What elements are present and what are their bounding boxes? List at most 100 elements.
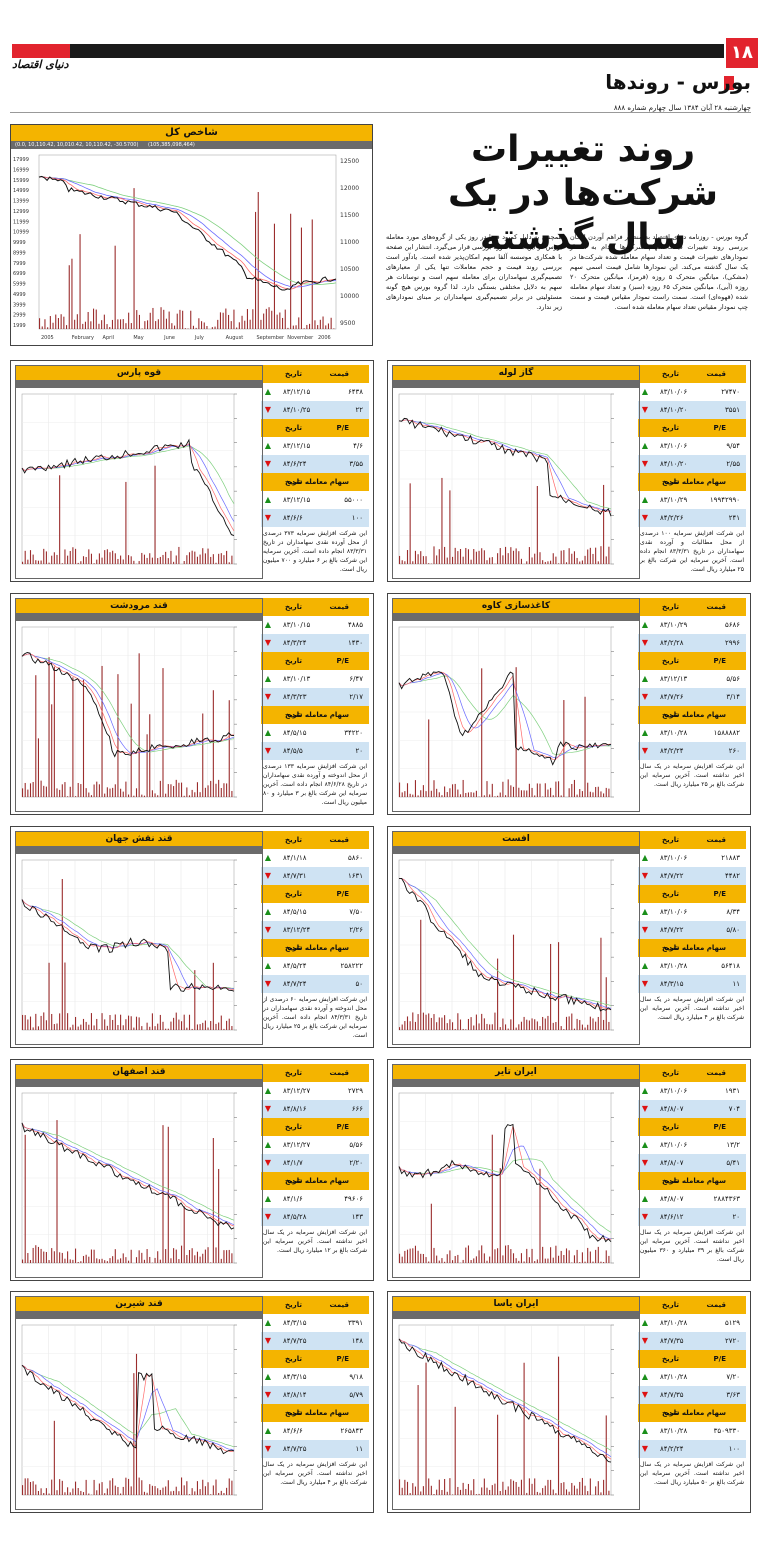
volume-bar <box>444 1015 446 1030</box>
volume-bar <box>433 546 435 564</box>
volume-bar <box>560 795 562 797</box>
volume-bar <box>68 265 70 329</box>
volume-bar <box>61 1480 63 1495</box>
volume-bar <box>422 1253 424 1263</box>
stats-date: ۸۴/۶/۶ <box>283 1427 303 1435</box>
volume-bar <box>181 1477 183 1495</box>
price-line <box>398 417 612 517</box>
chart-info-bar <box>393 846 639 854</box>
volume-bar <box>592 1261 594 1263</box>
volume-bar <box>122 1253 124 1263</box>
stats-date: ۸۴/۵/۱۵ <box>283 729 307 737</box>
month-tick-label: May <box>133 335 143 341</box>
volume-bar <box>441 1258 443 1263</box>
article-column-right: گروه بورس - روزنامه دنیای اقتصاد به منظو… <box>570 233 748 311</box>
volume-bar <box>88 792 90 797</box>
volume-bar <box>138 314 140 329</box>
stats-header-row: قیمت تاریخ <box>261 831 369 849</box>
volume-bar <box>186 1254 188 1263</box>
volume-bar <box>417 1385 419 1495</box>
stats-date: ۸۳/۱۰/۰۶ <box>660 1087 688 1095</box>
volume-bar <box>571 553 573 564</box>
volume-bar <box>576 557 578 564</box>
volume-bar <box>473 792 475 797</box>
stats-header-row: سهام معامله شده تاریخ <box>638 1404 746 1422</box>
stats-header-label: قیمت <box>706 836 726 844</box>
dateline: چهارشنبه ۲۸ آبان ۱۳۸۴ سال چهارم شماره ۸۸… <box>613 104 751 112</box>
volume-bar <box>104 550 106 564</box>
volume-bar <box>75 1248 77 1263</box>
volume-bar <box>138 1017 140 1030</box>
volume-bar <box>518 551 520 564</box>
stats-header-label: قیمت <box>706 1069 726 1077</box>
volume-bar <box>499 548 501 564</box>
stats-table: قیمت تاریخ ▲ ۶۴۳۸ ۸۳/۱۲/۱۵ ▼ ۲۲ ۸۴/۱۰/۲۵ P/E تاری… <box>261 365 369 576</box>
volume-bar <box>547 1258 549 1263</box>
volume-bar <box>518 787 520 797</box>
stats-value: ۱۴۸ <box>351 1337 363 1345</box>
volume-bar <box>547 1479 549 1495</box>
main-index-chart: 12500 12000 11500 11000 10500 10000 9500 17999 1… <box>13 154 359 341</box>
volume-bar <box>106 1025 108 1030</box>
volume-bar <box>53 552 55 564</box>
stats-value: ۵/۷۹ <box>349 1391 363 1399</box>
stats-header-row: سهام معامله شده تاریخ <box>261 1404 369 1422</box>
volume-bar <box>67 796 69 797</box>
volume-bar <box>90 1249 92 1263</box>
main-index-info-bar: (0.0, 10,110.42, 10,010.42, 10,110.42, -… <box>11 141 372 149</box>
volume-bar <box>101 665 103 797</box>
volume-bar <box>151 1485 153 1495</box>
volume-bar <box>518 1486 520 1495</box>
volume-bar <box>467 792 469 797</box>
volume-bar <box>93 1249 95 1263</box>
arrow-down-icon: ▼ <box>264 405 271 414</box>
arrow-up-icon: ▲ <box>641 1318 648 1327</box>
arrow-down-icon: ▼ <box>264 1444 271 1453</box>
stats-header-date: تاریخ <box>662 1177 679 1185</box>
company-note: این شرکت افزایش سرمایه در یک سال اخیر ند… <box>263 1229 367 1254</box>
volume-bar <box>173 1490 175 1495</box>
stats-row: ▼ ۷۰۴ ۸۴/۸/۰۷ <box>638 1100 746 1118</box>
stats-value: ۵/۵۶ <box>349 1141 363 1149</box>
stats-value: ۲۸۸۴۳۶۳ <box>713 1195 740 1203</box>
volume-bar <box>306 324 308 329</box>
volume-bar <box>106 324 108 329</box>
volume-bar <box>560 1482 562 1495</box>
volume-bar <box>82 679 85 797</box>
volume-bar <box>69 786 71 797</box>
stats-header-row: P/E تاریخ <box>638 1118 746 1136</box>
arrow-down-icon: ▼ <box>641 1212 648 1221</box>
stats-date: ۸۴/۸/۱۴ <box>283 1391 307 1399</box>
month-tick-label: 2006 <box>318 335 331 341</box>
volume-bar <box>183 1206 185 1263</box>
stats-date: ۸۳/۱۲/۱۵ <box>283 442 311 450</box>
volume-bar <box>600 1261 602 1263</box>
stats-header-label: P/E <box>336 890 349 898</box>
volume-bar <box>412 1248 414 1263</box>
stats-header-date: تاریخ <box>662 478 679 486</box>
volume-bar <box>77 1261 79 1263</box>
volume-bar <box>56 554 58 564</box>
volume-bar <box>51 1248 53 1263</box>
volume-bar <box>111 319 113 329</box>
volume-bar <box>539 1168 541 1263</box>
volume-bar <box>520 1253 522 1263</box>
volume-bar <box>491 1024 493 1030</box>
volume-bar <box>499 1491 501 1495</box>
stats-header-date: تاریخ <box>285 944 302 952</box>
ma65-line <box>398 675 612 755</box>
stats-row: ▼ ۱۱ ۸۴/۷/۲۵ <box>261 1440 369 1458</box>
arrow-up-icon: ▲ <box>264 961 271 970</box>
volume-bar <box>581 1252 583 1263</box>
volume-bar <box>183 1014 185 1030</box>
ma65-line <box>38 176 337 285</box>
volume-bar <box>112 550 114 564</box>
volume-bar <box>154 793 156 797</box>
company-chart-frame: قند شیرین <box>15 1296 263 1510</box>
volume-bar <box>56 1120 58 1263</box>
volume-bar <box>603 1479 605 1495</box>
price-line <box>398 1123 612 1243</box>
volume-bar <box>151 557 153 564</box>
volume-bar <box>414 1245 416 1263</box>
stats-table: قیمت تاریخ ▲ ۳۳۹۱ ۸۴/۳/۱۵ ▼ ۱۴۸ ۸۴/۷/۲۵ P/E تاریخ… <box>261 1296 369 1489</box>
